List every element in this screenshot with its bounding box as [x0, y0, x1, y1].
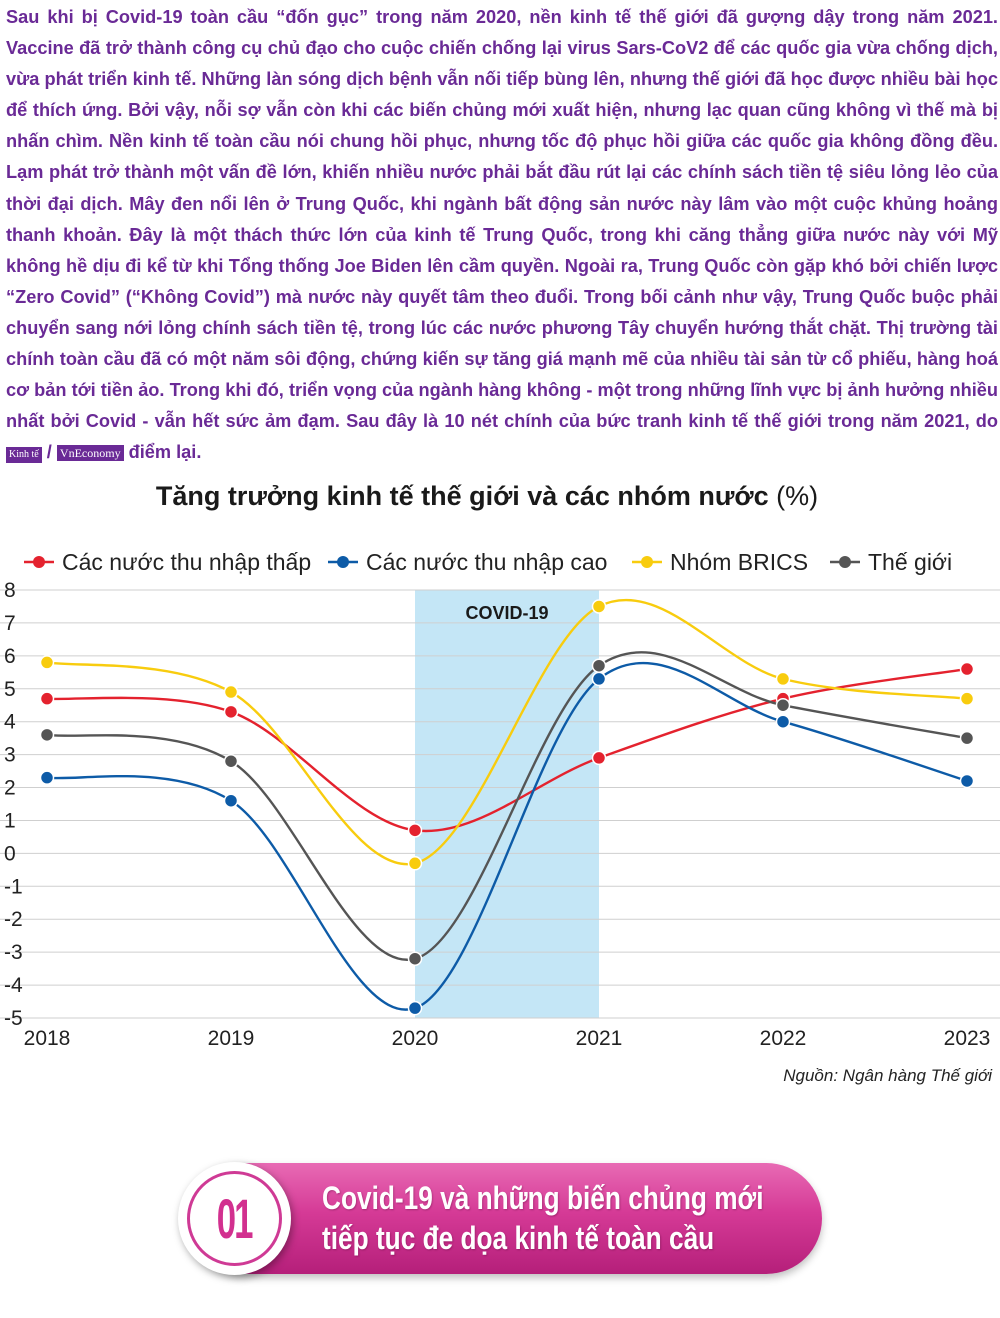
y-tick-label: 3	[4, 744, 16, 767]
y-tick-label: 0	[4, 842, 16, 865]
covid-band-label: COVID-19	[465, 603, 548, 623]
y-tick-label: -1	[4, 875, 23, 898]
x-tick-label: 2020	[392, 1027, 439, 1050]
point-cac-nuoc-thu-nhap-thap-2018	[39, 691, 55, 706]
growth-line-chart: Tăng trưởng kinh tế thế giới và các nhóm…	[0, 481, 1000, 1050]
y-tick-label: -3	[4, 941, 23, 964]
legend-label: Các nước thu nhập thấp	[62, 549, 311, 575]
source-note: Nguồn: Ngân hàng Thế giới	[783, 1066, 992, 1085]
y-tick-label: -4	[4, 974, 23, 997]
logo-separator: /	[46, 442, 52, 463]
chart-title-text: Tăng trưởng kinh tế thế giới và các nhóm…	[156, 481, 769, 511]
point-cac-nuoc-thu-nhap-thap-2019	[223, 704, 239, 720]
legend-swatch-dot	[33, 556, 45, 568]
section-title: Covid-19 và những biến chủng mới tiếp tục…	[322, 1178, 763, 1258]
point-cac-nuoc-thu-nhap-cao-2023	[959, 773, 975, 789]
point-cac-nuoc-thu-nhap-cao-2021	[591, 671, 607, 687]
point-cac-nuoc-thu-nhap-thap-2023	[959, 661, 975, 677]
x-tick-label: 2021	[576, 1027, 623, 1050]
legend-item-cac-nuoc-thu-nhap-thap: Các nước thu nhập thấp	[24, 549, 311, 575]
intro-paragraph: Sau khi bị Covid-19 toàn cầu “đốn gục” t…	[6, 2, 998, 468]
point-cac-nuoc-thu-nhap-thap-2021	[591, 750, 607, 766]
point-the-gioi-2021	[591, 658, 607, 673]
legend-swatch-dot	[839, 556, 851, 568]
intro-text: Sau khi bị Covid-19 toàn cầu “đốn gục” t…	[6, 7, 998, 432]
x-tick-label: 2023	[944, 1027, 991, 1050]
legend-item-nhom-brics: Nhóm BRICS	[632, 549, 808, 575]
point-cac-nuoc-thu-nhap-thap-2020	[407, 823, 423, 838]
legend-item-cac-nuoc-thu-nhap-cao: Các nước thu nhập cao	[328, 549, 607, 575]
point-cac-nuoc-thu-nhap-cao-2019	[223, 793, 239, 808]
point-the-gioi-2018	[39, 727, 55, 743]
point-the-gioi-2022	[775, 697, 791, 713]
section-title-line2: tiếp tục đe dọa kinh tế toàn cầu	[322, 1220, 715, 1256]
section-number: 01	[217, 1187, 254, 1250]
legend-swatch-dot	[641, 556, 653, 568]
x-tick-label: 2019	[208, 1027, 255, 1050]
point-the-gioi-2020	[407, 951, 423, 966]
point-nhom-brics-2023	[959, 691, 975, 706]
chart-legend: Các nước thu nhập thấp Các nước thu nhập …	[24, 549, 952, 575]
point-cac-nuoc-thu-nhap-cao-2018	[39, 770, 55, 785]
y-tick-label: 1	[4, 809, 16, 832]
y-tick-label: 8	[4, 579, 16, 602]
section-title-line1: Covid-19 và những biến chủng mới	[322, 1180, 764, 1216]
series-line-cac-nuoc-thu-nhap-thap	[46, 667, 968, 833]
section-banner	[192, 1163, 822, 1274]
legend-item-the-gioi: Thế giới	[830, 549, 952, 575]
chart-title-unit: (%)	[776, 481, 818, 511]
point-the-gioi-2023	[959, 730, 975, 746]
series-points	[39, 599, 975, 1016]
section-number-ring: 01	[187, 1171, 282, 1266]
point-cac-nuoc-thu-nhap-cao-2020	[407, 1000, 423, 1016]
legend-label: Nhóm BRICS	[670, 549, 808, 575]
y-tick-label: 6	[4, 645, 16, 668]
x-axis-ticks: 2018 2019 2020 2021 2022 2023	[24, 1027, 991, 1050]
vneconomy-logo: VnEconomy	[56, 445, 124, 462]
point-nhom-brics-2019	[223, 684, 239, 700]
point-cac-nuoc-thu-nhap-cao-2022	[775, 714, 791, 729]
legend-swatch-dot	[337, 556, 349, 568]
y-tick-label: -5	[4, 1007, 23, 1030]
y-tick-label: -2	[4, 908, 23, 931]
kinhte-logo: Kinh tế	[6, 447, 42, 464]
point-nhom-brics-2020	[407, 856, 423, 871]
x-tick-label: 2022	[760, 1027, 807, 1050]
y-tick-label: 7	[4, 612, 16, 635]
y-tick-label: 4	[4, 711, 16, 734]
y-axis-ticks: 8 7 6 5 4 3 2 1 0 -1 -2 -3 -4 -5	[4, 579, 23, 1030]
y-tick-label: 2	[4, 777, 16, 800]
intro-ending: điểm lại.	[128, 442, 202, 463]
y-tick-label: 5	[4, 678, 16, 701]
point-nhom-brics-2018	[39, 655, 55, 670]
chart-title: Tăng trưởng kinh tế thế giới và các nhóm…	[156, 481, 818, 511]
section-number-badge: 01	[178, 1162, 291, 1275]
point-nhom-brics-2021	[591, 599, 607, 614]
x-tick-label: 2018	[24, 1027, 71, 1050]
legend-label: Thế giới	[868, 549, 952, 575]
point-the-gioi-2019	[223, 753, 239, 769]
legend-label: Các nước thu nhập cao	[366, 549, 607, 575]
point-nhom-brics-2022	[775, 671, 791, 687]
